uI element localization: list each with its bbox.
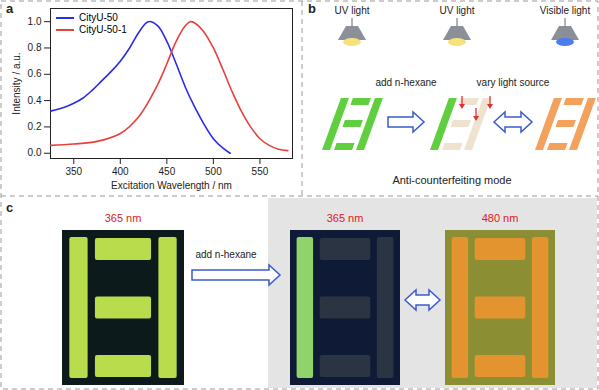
svg-text:vary light source: vary light source — [477, 77, 550, 88]
svg-text:500: 500 — [205, 166, 222, 177]
svg-text:365 nm: 365 nm — [105, 212, 142, 224]
svg-text:a: a — [6, 1, 14, 16]
svg-text:Visible light: Visible light — [540, 5, 591, 16]
svg-text:b: b — [308, 1, 316, 16]
svg-text:c: c — [6, 200, 13, 215]
svg-text:add n-hexane: add n-hexane — [195, 249, 257, 260]
svg-text:0.4: 0.4 — [28, 95, 42, 106]
svg-text:UV light: UV light — [334, 5, 369, 16]
svg-text:Intensity / a.u.: Intensity / a.u. — [11, 52, 22, 114]
svg-text:365 nm: 365 nm — [327, 212, 364, 224]
svg-text:UV light: UV light — [439, 5, 474, 16]
svg-text:450: 450 — [159, 166, 176, 177]
svg-text:0.0: 0.0 — [28, 147, 42, 158]
svg-text:Excitation Wavelength / nm: Excitation Wavelength / nm — [111, 180, 232, 191]
svg-text:550: 550 — [252, 166, 269, 177]
svg-text:480 nm: 480 nm — [482, 212, 519, 224]
svg-text:add n-hexane: add n-hexane — [375, 77, 437, 88]
html-text:CityU-50-1: CityU-50-1 — [79, 24, 127, 35]
svg-text:0.6: 0.6 — [28, 68, 42, 79]
svg-text:0.8: 0.8 — [28, 42, 42, 53]
svg-text:400: 400 — [112, 166, 129, 177]
svg-text:350: 350 — [65, 166, 82, 177]
html-text:CityU-50: CityU-50 — [79, 12, 118, 23]
svg-text:Anti-counterfeiting mode: Anti-counterfeiting mode — [392, 174, 511, 186]
svg-text:1.0: 1.0 — [28, 16, 42, 27]
svg-text:0.2: 0.2 — [28, 121, 42, 132]
